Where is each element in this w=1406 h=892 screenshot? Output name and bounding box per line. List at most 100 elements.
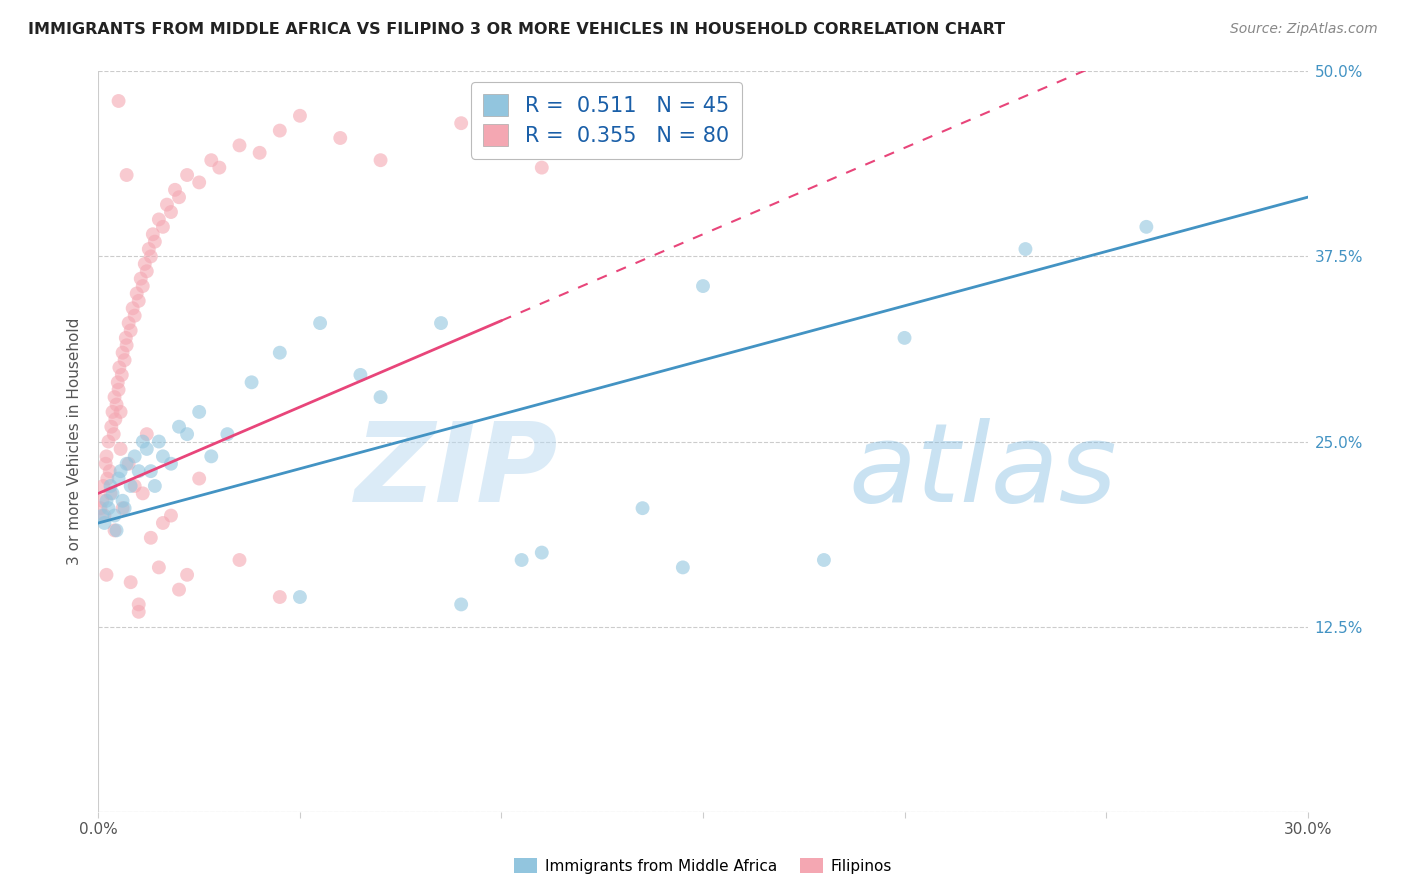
Point — [152, 219, 174, 234]
Point — [91, 493, 114, 508]
Point — [101, 405, 124, 419]
Point — [135, 427, 157, 442]
Point — [128, 605, 150, 619]
Point — [124, 479, 146, 493]
Point — [118, 316, 141, 330]
Point — [530, 161, 553, 175]
Point — [1014, 242, 1036, 256]
Point — [139, 250, 162, 264]
Point — [160, 508, 183, 523]
Point — [176, 168, 198, 182]
Point — [128, 293, 150, 308]
Point — [156, 197, 179, 211]
Point — [100, 486, 122, 500]
Point — [128, 598, 150, 612]
Point — [105, 524, 128, 538]
Point — [631, 501, 654, 516]
Point — [107, 472, 129, 486]
Point — [100, 419, 122, 434]
Point — [160, 457, 183, 471]
Point — [96, 472, 118, 486]
Point — [94, 457, 117, 471]
Point — [309, 316, 332, 330]
Point — [269, 345, 291, 359]
Point — [128, 464, 150, 478]
Point — [103, 427, 125, 442]
Point — [176, 567, 198, 582]
Point — [120, 575, 142, 590]
Point — [176, 427, 198, 442]
Point — [107, 383, 129, 397]
Point — [530, 546, 553, 560]
Point — [107, 94, 129, 108]
Point — [188, 472, 211, 486]
Point — [269, 123, 291, 137]
Point — [893, 331, 915, 345]
Point — [104, 412, 127, 426]
Point — [103, 390, 125, 404]
Point — [115, 457, 138, 471]
Point — [96, 567, 118, 582]
Point — [132, 486, 155, 500]
Point — [160, 205, 183, 219]
Point — [114, 331, 136, 345]
Point — [115, 168, 138, 182]
Point — [93, 508, 115, 523]
Text: ZIP: ZIP — [354, 417, 558, 524]
Point — [132, 279, 155, 293]
Point — [430, 316, 453, 330]
Point — [143, 479, 166, 493]
Point — [450, 116, 472, 130]
Point — [134, 257, 156, 271]
Point — [120, 479, 142, 493]
Point — [118, 457, 141, 471]
Point — [91, 508, 114, 523]
Point — [111, 345, 134, 359]
Point — [114, 353, 136, 368]
Point — [370, 390, 392, 404]
Point — [120, 324, 142, 338]
Point — [111, 368, 134, 382]
Point — [129, 271, 152, 285]
Point — [107, 376, 129, 390]
Point — [110, 464, 132, 478]
Point — [139, 464, 162, 478]
Point — [142, 227, 165, 242]
Point — [124, 309, 146, 323]
Point — [510, 553, 533, 567]
Point — [124, 450, 146, 464]
Point — [121, 301, 143, 316]
Point — [135, 442, 157, 456]
Legend: R =  0.511   N = 45, R =  0.355   N = 80: R = 0.511 N = 45, R = 0.355 N = 80 — [471, 82, 742, 159]
Point — [148, 434, 170, 449]
Point — [100, 479, 122, 493]
Point — [89, 501, 111, 516]
Point — [228, 553, 250, 567]
Point — [813, 553, 835, 567]
Point — [240, 376, 263, 390]
Point — [96, 450, 118, 464]
Point — [111, 493, 134, 508]
Point — [692, 279, 714, 293]
Point — [125, 286, 148, 301]
Point — [96, 493, 118, 508]
Point — [370, 153, 392, 168]
Point — [152, 516, 174, 530]
Text: Source: ZipAtlas.com: Source: ZipAtlas.com — [1230, 22, 1378, 37]
Point — [148, 212, 170, 227]
Point — [111, 501, 134, 516]
Y-axis label: 3 or more Vehicles in Household: 3 or more Vehicles in Household — [67, 318, 83, 566]
Point — [269, 590, 291, 604]
Point — [138, 242, 160, 256]
Point — [1135, 219, 1157, 234]
Point — [208, 161, 231, 175]
Point — [91, 479, 114, 493]
Point — [249, 145, 271, 160]
Point — [108, 360, 131, 375]
Point — [152, 450, 174, 464]
Point — [110, 442, 132, 456]
Point — [132, 434, 155, 449]
Point — [101, 486, 124, 500]
Point — [200, 153, 222, 168]
Point — [135, 264, 157, 278]
